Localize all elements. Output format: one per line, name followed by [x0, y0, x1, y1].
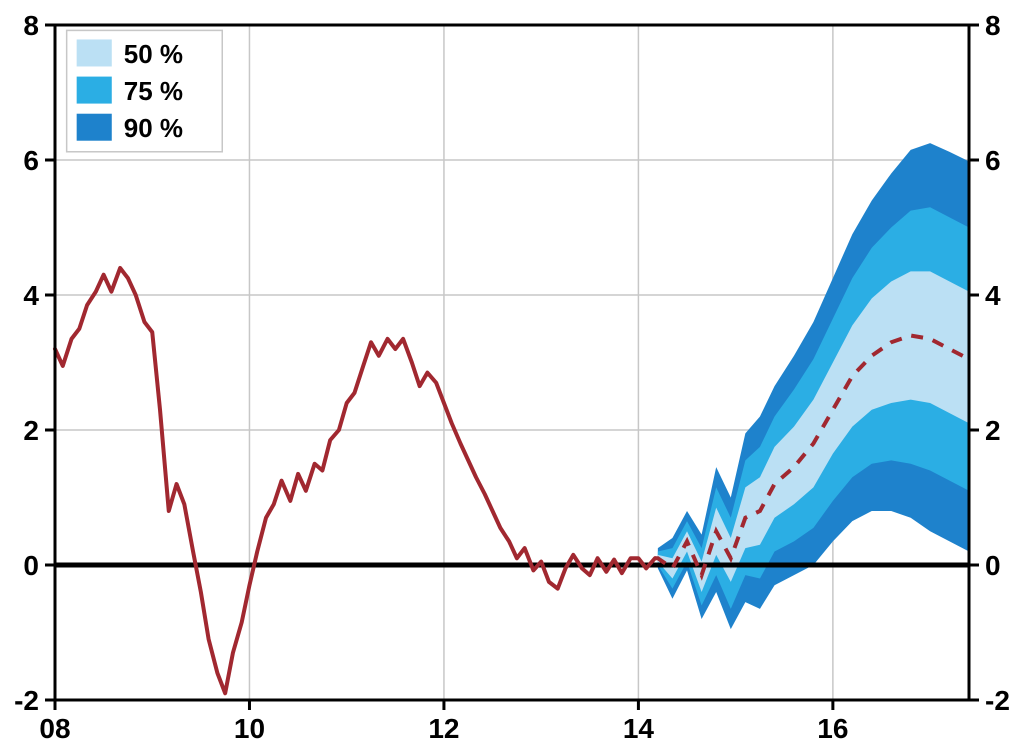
- legend-swatch: [77, 39, 112, 66]
- y-tick-label-right: 2: [985, 415, 1001, 446]
- y-tick-label-right: 0: [985, 550, 1001, 581]
- x-tick-label: 08: [39, 713, 70, 739]
- legend-label: 50 %: [124, 39, 183, 69]
- y-tick-label-left: 0: [23, 550, 39, 581]
- x-tick-label: 10: [234, 713, 265, 739]
- fan-chart: 08 10 12 14 16 -2 -2 0 0 2 2 4 4 6 6 8 8 50 % 75 % 90 %: [0, 0, 1024, 739]
- y-tick-label-left: 2: [23, 415, 39, 446]
- x-tick-label: 16: [817, 713, 848, 739]
- legend-swatch: [77, 114, 112, 141]
- y-tick-label-right: 6: [985, 145, 1001, 176]
- y-tick-label-left: 8: [23, 10, 39, 41]
- legend-swatch: [77, 77, 112, 104]
- y-tick-label-right: 8: [985, 10, 1001, 41]
- x-tick-label: 12: [428, 713, 459, 739]
- x-tick-label: 14: [623, 713, 655, 739]
- y-tick-label-right: 4: [985, 280, 1001, 311]
- y-tick-label-left: -2: [14, 685, 39, 716]
- y-tick-label-left: 6: [23, 145, 39, 176]
- y-tick-label-left: 4: [23, 280, 39, 311]
- chart-svg: 08 10 12 14 16 -2 -2 0 0 2 2 4 4 6 6 8 8 50 % 75 % 90 %: [0, 0, 1024, 739]
- legend-label: 90 %: [124, 113, 183, 143]
- y-tick-label-right: -2: [985, 685, 1010, 716]
- legend-label: 75 %: [124, 76, 183, 106]
